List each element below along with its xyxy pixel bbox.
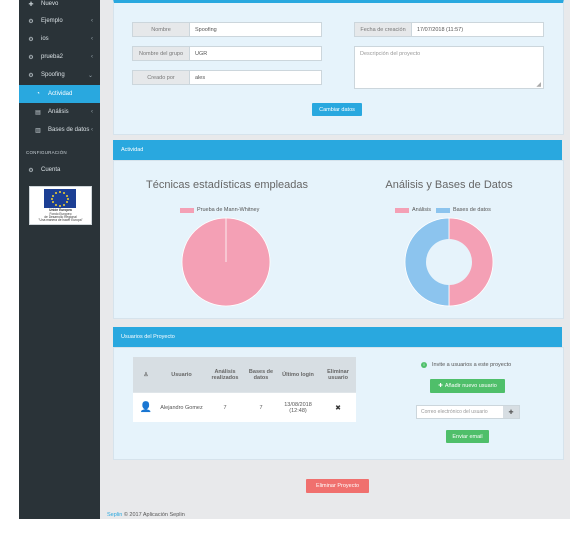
eu-logo-line4: "Una manera de hacer Europa" <box>38 218 83 222</box>
cog-icon: ⚙ <box>28 167 34 174</box>
sidebar: ✚ Nuevo ⚙ Ejemplo ‹ ⚙ ios ‹ ⚙ prueba2 ‹ … <box>19 0 100 519</box>
chart2-donut <box>404 217 494 307</box>
chevron-left-icon: ‹ <box>91 36 93 42</box>
eu-logo: Unión Europea Fondo Europeo de Desarroll… <box>29 186 92 225</box>
remove-user-icon[interactable]: ✖ <box>320 392 356 422</box>
chart1-pie <box>181 217 271 307</box>
description-textarea[interactable]: Descripción del proyecto ◢ <box>354 46 544 89</box>
activity-panel-title: Actividad <box>121 147 144 153</box>
users-table: ♙ Usuario Análisis realizados Bases de d… <box>133 357 356 422</box>
add-user-icon: ✚ <box>438 383 443 389</box>
column-bases: Bases de datos <box>246 357 276 393</box>
sidebar-item-ejemplo[interactable]: ⚙ Ejemplo ‹ <box>19 12 100 30</box>
sidebar-item-actividad[interactable]: ◔ Actividad <box>19 85 100 103</box>
cog-icon: ⚙ <box>28 54 34 61</box>
footer: Seplin © 2017 Aplicación Seplin <box>107 512 185 518</box>
legend-label-analisis: Análisis <box>412 207 431 213</box>
group-name-field[interactable]: Nombre del grupo UGR <box>132 46 322 61</box>
creator-field[interactable]: Creado por ales <box>132 70 322 85</box>
activity-panel-header: Actividad <box>113 140 562 160</box>
user-column-icon: ♙ <box>133 357 159 393</box>
footer-text: © 2017 Aplicación Seplin <box>123 512 185 518</box>
creation-date-field[interactable]: Fecha de creación 17/07/2018 (11:57) <box>354 22 544 37</box>
legend-swatch-analisis <box>395 207 409 213</box>
chevron-left-icon: ‹ <box>91 54 93 60</box>
chevron-left-icon: ‹ <box>91 127 93 133</box>
chevron-left-icon: ‹ <box>91 109 93 115</box>
chevron-left-icon: ‹ <box>91 18 93 24</box>
add-user-button[interactable]: ✚ Añadir nuevo usuario <box>430 379 505 393</box>
project-name-field[interactable]: Nombre Spoofing <box>132 22 322 37</box>
eu-logo-line3: de Desarrollo Regional <box>44 215 77 219</box>
eu-logo-line1: Unión Europea <box>49 208 72 212</box>
plus-icon: ✚ <box>28 1 34 8</box>
info-icon: i <box>421 362 427 368</box>
sidebar-item-bases-de-datos[interactable]: ▥ Bases de datos ‹ <box>19 121 100 139</box>
users-panel-title: Usuarios del Proyecto <box>121 334 175 340</box>
user-last-login: 13/08/2018 (12:48) <box>276 392 320 422</box>
user-avatar-icon: 👤 <box>133 392 159 422</box>
chart2-legend: Análisis Bases de datos <box>395 207 491 213</box>
group-name-value: UGR <box>195 50 208 57</box>
creator-value: ales <box>195 74 206 81</box>
legend-label-mann-whitney: Prueba de Mann-Whitney <box>197 207 260 213</box>
sidebar-item-spoofing[interactable]: ⚙ Spoofing ⌄ <box>19 66 100 84</box>
email-placeholder: Correo electrónico del usuario <box>421 409 488 415</box>
project-name-label: Nombre <box>133 23 190 36</box>
creation-date-value: 17/07/2018 (11:57) <box>417 26 464 33</box>
legend-swatch-mann-whitney <box>180 207 194 213</box>
sidebar-item-ios[interactable]: ⚙ ios ‹ <box>19 30 100 48</box>
cog-icon: ⚙ <box>28 72 34 79</box>
eu-logo-line2: Fondo Europeo <box>49 212 72 216</box>
legend-swatch-bases-de-datos <box>435 207 450 213</box>
invite-label: Invite a usuarios a este proyecto <box>432 362 512 368</box>
database-icon: ▥ <box>35 127 41 134</box>
project-name-value: Spoofing <box>195 26 217 33</box>
cog-icon: ⚙ <box>28 36 34 43</box>
column-ultimo-login: Último login <box>276 357 320 393</box>
sidebar-item-cuenta[interactable]: ⚙ Cuenta <box>19 161 100 179</box>
sidebar-item-analisis[interactable]: ▤ Análisis ‹ <box>19 103 100 121</box>
footer-brand-link[interactable]: Seplin <box>107 512 123 518</box>
delete-project-button[interactable]: Eliminar Proyecto <box>306 479 369 493</box>
chart1-title: Técnicas estadísticas empleadas <box>145 179 309 191</box>
activity-icon: ◔ <box>36 91 40 97</box>
users-table-header: ♙ Usuario Análisis realizados Bases de d… <box>133 357 356 393</box>
send-email-button[interactable]: Enviar email <box>446 430 489 443</box>
legend-label-bases-de-datos: Bases de datos <box>452 207 491 213</box>
list-icon: ▤ <box>35 109 41 116</box>
user-analyses: 7 <box>204 392 246 422</box>
eu-flag-icon <box>44 189 76 208</box>
sidebar-item-prueba2[interactable]: ⚙ prueba2 ‹ <box>19 48 100 66</box>
resize-handle-icon[interactable]: ◢ <box>536 82 541 88</box>
column-analisis: Análisis realizados <box>204 357 246 393</box>
section-configuracion: CONFIGURACIÓN <box>26 150 67 155</box>
column-eliminar: Eliminar usuario <box>320 357 356 393</box>
creation-date-label: Fecha de creación <box>355 23 412 36</box>
column-usuario: Usuario <box>159 357 204 393</box>
sidebar-item-nuevo[interactable]: ✚ Nuevo <box>19 0 100 13</box>
user-name: Alejandro Gomez <box>159 392 204 422</box>
donut-hole <box>426 239 472 285</box>
chart2-title: Análisis y Bases de Datos <box>385 179 513 191</box>
table-row: 👤 Alejandro Gomez 7 7 13/08/2018 (12:48)… <box>133 392 356 422</box>
user-databases: 7 <box>246 392 276 422</box>
chevron-down-icon: ⌄ <box>87 72 93 79</box>
creator-label: Creado por <box>133 71 190 84</box>
cog-icon: ⚙ <box>28 18 34 25</box>
description-placeholder: Descripción del proyecto <box>360 51 421 57</box>
users-panel-header: Usuarios del Proyecto <box>113 327 562 347</box>
user-add-addon-icon: ✚ <box>503 406 519 418</box>
invite-text: i Invite a usuarios a este proyecto <box>421 362 511 368</box>
add-user-label: Añadir nuevo usuario <box>444 383 497 389</box>
chart1-legend: Prueba de Mann-Whitney <box>180 207 259 213</box>
save-project-button[interactable]: Cambiar datos <box>312 103 362 116</box>
group-name-label: Nombre del grupo <box>133 47 190 60</box>
email-input[interactable]: Correo electrónico del usuario ✚ <box>416 405 520 419</box>
